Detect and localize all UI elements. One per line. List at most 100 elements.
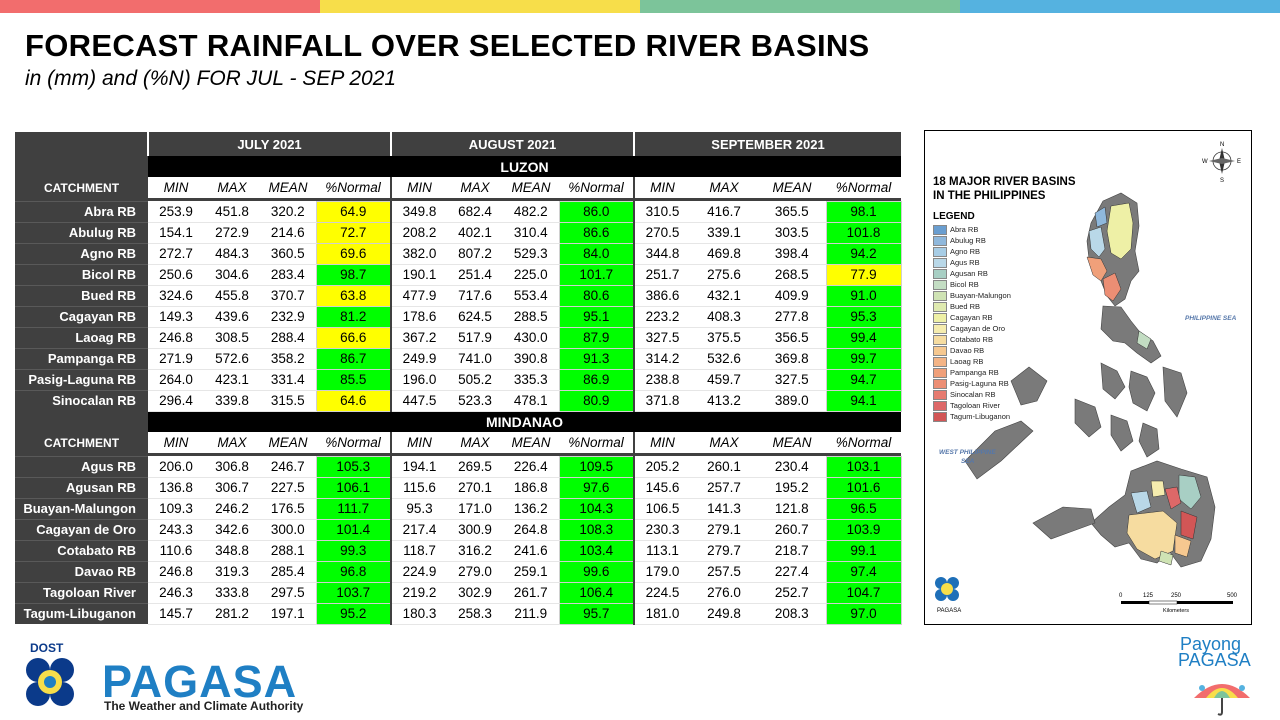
value-cell: 113.1 bbox=[633, 540, 690, 562]
catchment-name: Bicol RB bbox=[15, 263, 148, 285]
value-cell: 186.8 bbox=[503, 477, 559, 499]
region-label: LUZON bbox=[148, 156, 901, 177]
value-cell: 285.4 bbox=[260, 561, 316, 583]
value-cell: 297.5 bbox=[260, 582, 316, 604]
legend-title: LEGEND bbox=[933, 211, 975, 222]
column-header: %Normal bbox=[559, 177, 634, 198]
value-cell: 402.1 bbox=[447, 222, 503, 244]
value-cell: 320.2 bbox=[260, 201, 316, 223]
value-cell: 246.3 bbox=[148, 582, 204, 604]
percent-normal-cell: 106.4 bbox=[558, 581, 635, 604]
value-cell: 205.2 bbox=[633, 456, 690, 478]
percent-normal-cell: 109.5 bbox=[558, 455, 635, 478]
percent-normal-cell: 103.4 bbox=[558, 539, 635, 562]
value-cell: 430.0 bbox=[503, 327, 559, 349]
value-cell: 300.9 bbox=[447, 519, 503, 541]
legend-label: Pasig-Laguna RB bbox=[950, 379, 1009, 388]
payong-label: Payong bbox=[1180, 634, 1242, 654]
value-cell: 371.8 bbox=[633, 390, 690, 412]
value-cell: 257.5 bbox=[690, 561, 758, 583]
legend-label: Bicol RB bbox=[950, 280, 979, 289]
legend-swatch bbox=[933, 301, 947, 312]
pagasa-logo-icon bbox=[26, 658, 74, 706]
legend-label: Pampanga RB bbox=[950, 368, 999, 377]
umbrella-icon bbox=[1194, 684, 1250, 716]
map-title-line1: 18 MAJOR RIVER BASINS bbox=[933, 176, 1076, 188]
value-cell: 260.1 bbox=[690, 456, 758, 478]
value-cell: 211.9 bbox=[503, 603, 559, 625]
month-header: AUGUST 2021 bbox=[390, 132, 634, 156]
table-row: Cagayan RB 149.3 439.6 232.9 81.2 178.6 624.5 2… bbox=[15, 305, 902, 328]
value-cell: 367.2 bbox=[390, 327, 447, 349]
percent-normal-cell: 104.7 bbox=[825, 581, 902, 604]
percent-normal-cell: 84.0 bbox=[558, 242, 635, 265]
percent-normal-cell: 101.6 bbox=[825, 476, 902, 499]
percent-normal-cell: 98.7 bbox=[315, 263, 392, 286]
value-cell: 333.8 bbox=[204, 582, 260, 604]
percent-normal-cell: 99.6 bbox=[558, 560, 635, 583]
value-cell: 115.6 bbox=[390, 477, 447, 499]
value-cell: 259.1 bbox=[503, 561, 559, 583]
value-cell: 484.3 bbox=[204, 243, 260, 265]
value-cell: 279.0 bbox=[447, 561, 503, 583]
column-header: MAX bbox=[447, 432, 503, 453]
percent-normal-cell: 86.6 bbox=[558, 221, 635, 244]
percent-normal-cell: 91.3 bbox=[558, 347, 635, 370]
value-cell: 529.3 bbox=[503, 243, 559, 265]
value-cell: 304.6 bbox=[204, 264, 260, 286]
legend-swatch bbox=[933, 389, 947, 400]
value-cell: 208.3 bbox=[758, 603, 826, 625]
scale-bar bbox=[1121, 600, 1233, 605]
value-cell: 306.8 bbox=[204, 456, 260, 478]
column-header: MIN bbox=[148, 432, 204, 453]
legend-item: Buayan-Malungon bbox=[933, 290, 1011, 301]
value-cell: 253.9 bbox=[148, 201, 204, 223]
value-cell: 224.9 bbox=[390, 561, 447, 583]
catchment-name: Cagayan RB bbox=[15, 305, 148, 327]
percent-normal-cell: 106.1 bbox=[315, 476, 392, 499]
value-cell: 180.3 bbox=[390, 603, 447, 625]
value-cell: 243.3 bbox=[148, 519, 204, 541]
value-cell: 121.8 bbox=[758, 498, 826, 520]
table-row: Pampanga RB 271.9 572.6 358.2 86.7 249.9 741.0… bbox=[15, 347, 902, 370]
pagasa-tagline: The Weather and Climate Authority bbox=[104, 699, 304, 713]
value-cell: 238.8 bbox=[633, 369, 690, 391]
column-header: MEAN bbox=[503, 177, 559, 198]
table-row: Cagayan de Oro 243.3 342.6 300.0 101.4 217.4 3… bbox=[15, 518, 902, 541]
catchment-name: Agus RB bbox=[15, 455, 148, 477]
value-cell: 257.7 bbox=[690, 477, 758, 499]
value-cell: 95.3 bbox=[390, 498, 447, 520]
value-cell: 342.6 bbox=[204, 519, 260, 541]
value-cell: 310.4 bbox=[503, 222, 559, 244]
dost-label: DOST bbox=[30, 641, 64, 655]
legend-item: Agusan RB bbox=[933, 268, 1011, 279]
value-cell: 141.3 bbox=[690, 498, 758, 520]
catchment-name: Buayan-Malungon bbox=[15, 497, 148, 519]
column-header-row: CATCHMENT MIN MAX MEAN %Normal MIN MAX MEAN %Nor… bbox=[15, 432, 901, 453]
percent-normal-cell: 81.2 bbox=[315, 305, 392, 328]
catchment-name: Tagum-Libuganon bbox=[15, 602, 148, 624]
payong-pagasa-label: PAGASA bbox=[1178, 650, 1251, 670]
table-row: Sinocalan RB 296.4 339.8 315.5 64.6 447.5 523.… bbox=[15, 389, 902, 412]
value-cell: 308.5 bbox=[204, 327, 260, 349]
value-cell: 532.6 bbox=[690, 348, 758, 370]
value-cell: 375.5 bbox=[690, 327, 758, 349]
column-header: MAX bbox=[690, 432, 758, 453]
value-cell: 223.2 bbox=[633, 306, 690, 328]
value-cell: 246.8 bbox=[148, 561, 204, 583]
percent-normal-cell: 103.9 bbox=[825, 518, 902, 541]
value-cell: 181.0 bbox=[633, 603, 690, 625]
value-cell: 288.4 bbox=[260, 327, 316, 349]
value-cell: 206.0 bbox=[148, 456, 204, 478]
table-row: Tagoloan River 246.3 333.8 297.5 103.7 219.2 3… bbox=[15, 581, 902, 604]
value-cell: 356.5 bbox=[758, 327, 826, 349]
percent-normal-cell: 96.5 bbox=[825, 497, 902, 520]
value-cell: 281.2 bbox=[204, 603, 260, 625]
mindanao-basins bbox=[1126, 474, 1202, 566]
value-cell: 316.2 bbox=[447, 540, 503, 562]
legend-label: Cotabato RB bbox=[950, 335, 993, 344]
catchment-name: Cotabato RB bbox=[15, 539, 148, 561]
value-cell: 389.0 bbox=[758, 390, 826, 412]
value-cell: 348.8 bbox=[204, 540, 260, 562]
value-cell: 344.8 bbox=[633, 243, 690, 265]
